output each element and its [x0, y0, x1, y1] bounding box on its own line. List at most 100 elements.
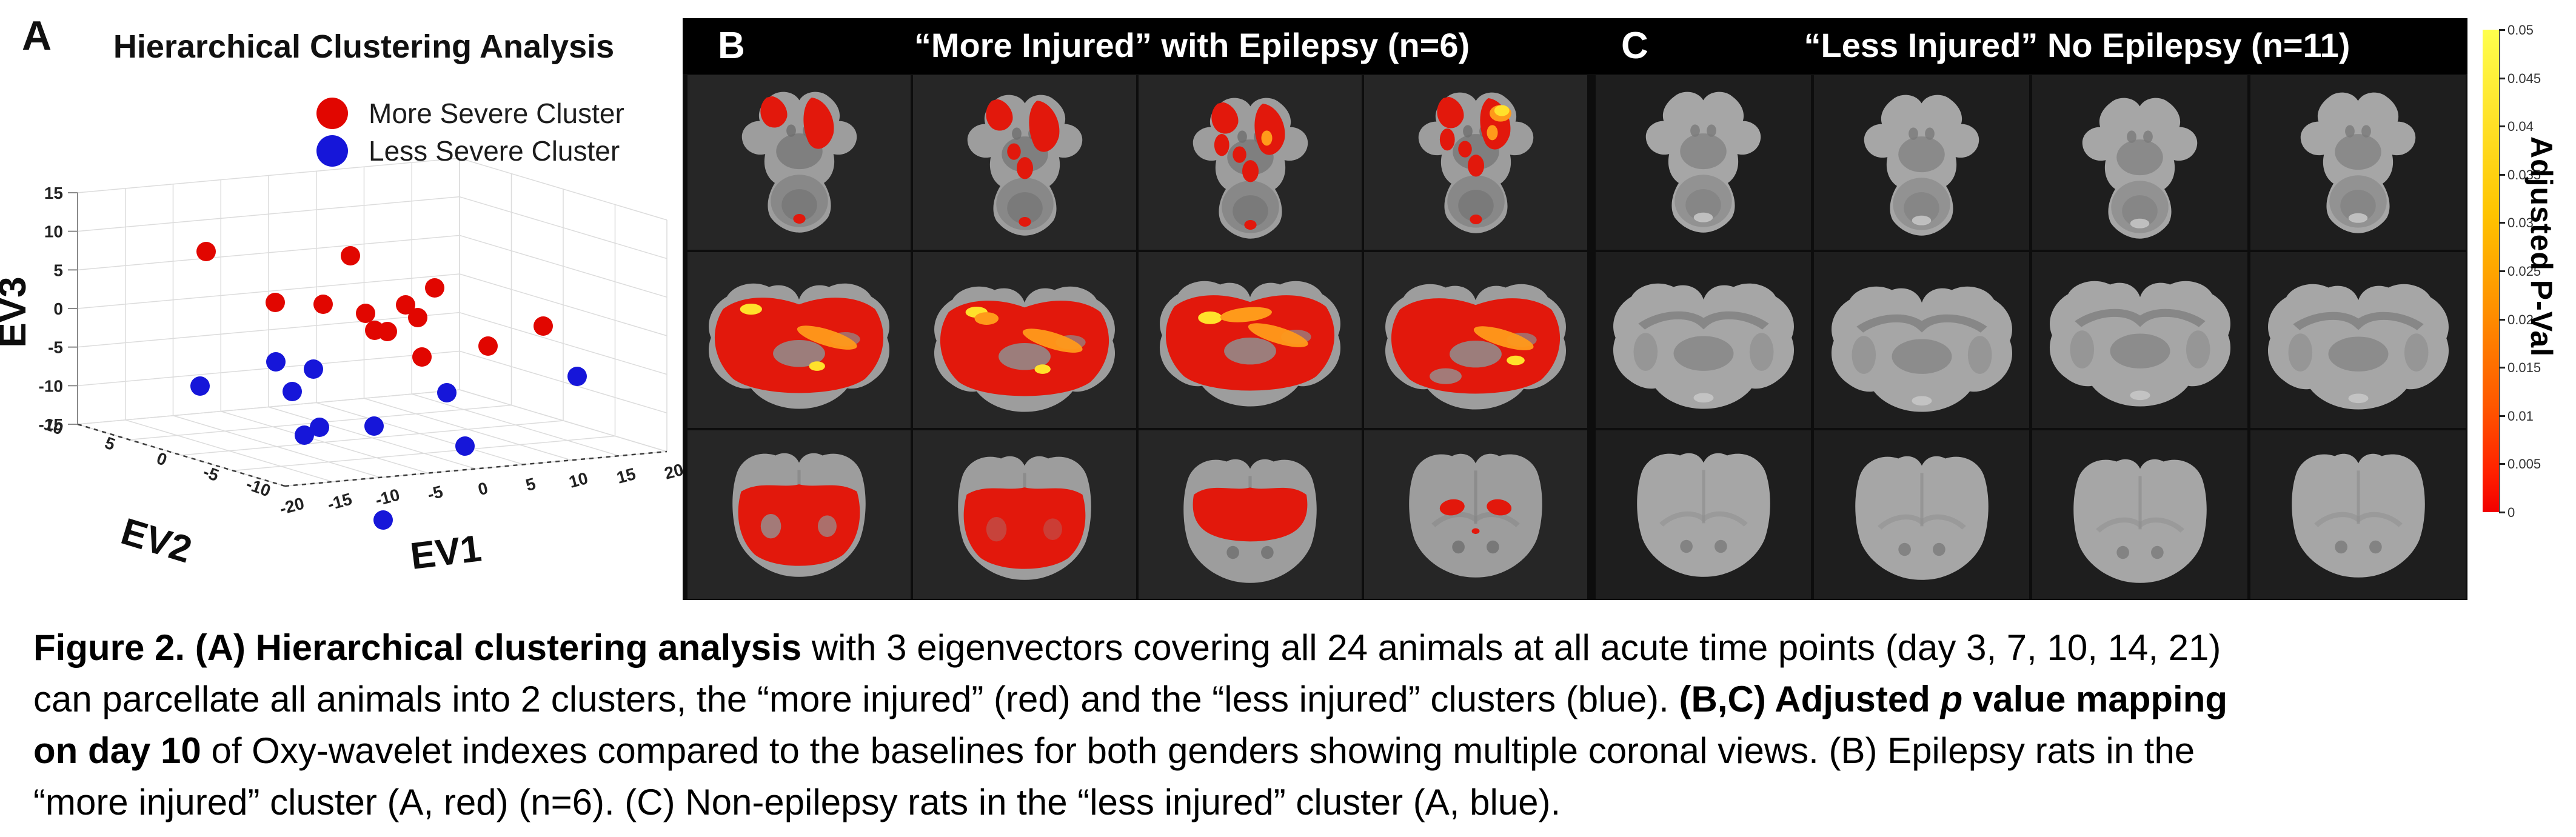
caption-line: Figure 2. (A) Hierarchical clustering an…	[33, 622, 2555, 673]
ev1-tick-label: 15	[615, 464, 638, 487]
colorbar-tick-mark	[2499, 222, 2505, 224]
caption-text-run: on day 10	[33, 730, 201, 771]
ev3-tick-label: 15	[44, 184, 63, 202]
coronal-brain-graphic	[2073, 459, 2207, 583]
scatter-point	[283, 382, 302, 401]
panel-bc-titlebar	[683, 18, 2467, 74]
coronal-brain-graphic	[1193, 98, 1308, 239]
coronal-brain-graphic	[958, 456, 1091, 580]
c-brain-slice-r3c2	[1814, 430, 2029, 599]
ev1-tick-label: -10	[373, 485, 401, 509]
scatter-point	[364, 416, 384, 436]
panel-c-label: C	[1621, 25, 1648, 67]
b-brain-slice-r1c4	[1364, 75, 1587, 250]
b-brain-slice-r2c3	[1139, 252, 1362, 428]
legend-marker-red	[316, 98, 348, 129]
colorbar-tick-label: 0.04	[2507, 119, 2534, 135]
c-brain-slice-r3c3	[2032, 430, 2247, 599]
ev3-tick-label: -5	[48, 338, 63, 357]
coronal-brain-graphic	[2267, 284, 2449, 410]
ev2-tick-label: 0	[154, 449, 169, 469]
ev1-axis-label: EV1	[408, 527, 484, 578]
scatter-point	[341, 246, 360, 265]
coronal-brain-graphic	[2049, 281, 2230, 407]
legend-item: Less Severe Cluster	[316, 132, 624, 170]
scatter-point	[295, 425, 314, 445]
ev1-tick-label: 20	[662, 460, 683, 483]
panel-b-title: “More Injured” with Epilepsy (n=6)	[914, 26, 1470, 64]
coronal-brain-graphic	[1864, 95, 1979, 236]
coronal-brain-graphic	[1159, 281, 1341, 407]
pvalue-colorbar	[2483, 30, 2500, 512]
caption-text-run: with 3 eigenvectors covering all 24 anim…	[801, 627, 2221, 668]
b-brain-slice-r3c2	[913, 430, 1136, 599]
c-brain-slice-r2c2	[1814, 252, 2029, 428]
caption-line: can parcellate all animals into 2 cluste…	[33, 673, 2555, 725]
colorbar-tick-label: 0.02	[2507, 312, 2534, 327]
ev1-tick-label: -15	[326, 489, 354, 513]
coronal-brain-graphic	[2082, 98, 2198, 239]
colorbar-tick-mark	[2499, 415, 2505, 417]
plot-gridline	[181, 420, 564, 456]
c-brain-slice-r2c1	[1596, 252, 1811, 428]
caption-text-run: of Oxy-wavelet indexes compared to the b…	[201, 730, 2195, 771]
scatter-point	[190, 376, 210, 396]
ev1-tick-label: 10	[567, 469, 590, 492]
coronal-brain-graphic	[1636, 453, 1770, 577]
ev1-tick-label: 5	[524, 474, 538, 495]
ev3-tick-label: -10	[39, 376, 63, 395]
colorbar-tick-mark	[2499, 463, 2505, 465]
ev1-tick-label: -20	[278, 494, 306, 518]
colorbar-label: Adjusted P-Val	[2524, 136, 2558, 358]
legend-label: Less Severe Cluster	[369, 135, 620, 167]
coronal-brain-graphic	[934, 286, 1116, 412]
scatter-point	[266, 352, 286, 372]
colorbar-tick-mark	[2499, 173, 2505, 176]
plot-gridline	[77, 389, 460, 425]
colorbar-tick-label: 0.015	[2507, 360, 2541, 376]
ev2-tick-label: -5	[201, 462, 221, 485]
colorbar-tick-mark	[2499, 125, 2505, 128]
c-brain-slice-r1c4	[2250, 75, 2466, 250]
coronal-brain-graphic	[1183, 459, 1317, 583]
coronal-brain-graphic	[1855, 456, 1989, 580]
panel-a-hierarchical-clustering: 15 10 5 0 -5 -10 -15 -20 -15 -10 -5 0 5 10 15 20 10 5 0 -5-…	[0, 0, 683, 603]
figure-caption: Figure 2. (A) Hierarchical clustering an…	[33, 622, 2555, 828]
b-brain-slice-r1c1	[687, 75, 911, 250]
c-brain-slice-r1c3	[2032, 75, 2247, 250]
caption-text-run: can parcellate all animals into 2 cluste…	[33, 679, 1679, 719]
scatter-point	[437, 383, 457, 402]
scatter-legend: More Severe Cluster Less Severe Cluster	[316, 95, 624, 170]
panel-c-title: “Less Injured” No Epilepsy (n=11)	[1804, 26, 2350, 64]
scatter-point	[356, 304, 375, 323]
caption-text-run: “more injured” cluster (A, red) (n=6). (…	[33, 782, 1561, 822]
ev2-axis-label: EV2	[116, 510, 196, 571]
plot-gridline	[233, 435, 615, 472]
c-brain-slice-r3c1	[1596, 430, 1811, 599]
scatter-point	[412, 347, 432, 367]
scatter-point	[408, 308, 427, 327]
colorbar-tick-mark	[2499, 318, 2505, 321]
caption-text-run: Figure 2. (A) Hierarchical clustering an…	[33, 627, 802, 668]
colorbar-tick-label: 0.05	[2507, 22, 2534, 38]
c-brain-slice-r1c2	[1814, 75, 2029, 250]
panel-a-title: Hierarchical Clustering Analysis	[113, 28, 615, 65]
coronal-brain-graphic	[2300, 92, 2416, 233]
legend-label: More Severe Cluster	[369, 98, 624, 129]
coronal-brain-graphic	[2291, 453, 2425, 578]
legend-item: More Severe Cluster	[316, 95, 624, 132]
scatter-point	[478, 336, 498, 356]
colorbar-tick-label: 0.01	[2507, 408, 2534, 424]
c-brain-slice-r2c4	[2250, 252, 2466, 428]
ev2-tick-label: -10	[244, 475, 273, 501]
legend-marker-blue	[316, 135, 348, 167]
ev3-axis-label: EV3	[0, 276, 34, 347]
scatter-point	[373, 510, 393, 530]
colorbar-tick-label: 0.005	[2507, 456, 2541, 472]
coronal-brain-graphic	[741, 92, 857, 233]
ev1-tick-label: -5	[426, 482, 445, 504]
colorbar-tick-mark	[2499, 512, 2505, 513]
colorbar-tick-label: 0.035	[2507, 167, 2541, 182]
caption-text-run: p	[1940, 679, 1963, 719]
